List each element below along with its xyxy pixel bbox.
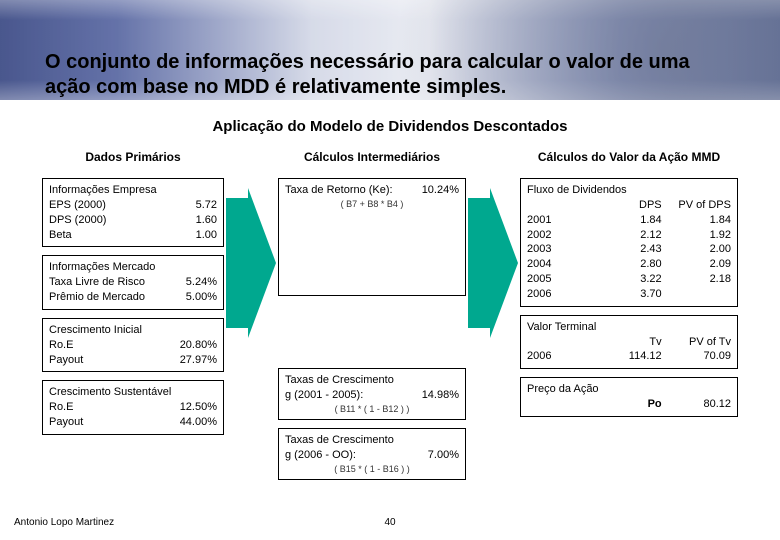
box-taxa-crescimento-1: Taxas de Crescimento g (2001 - 2005): 14… <box>278 368 466 420</box>
dps: 2.12 <box>592 228 661 243</box>
box-valor-terminal: Valor Terminal Tv PV of Tv 2006114.1270.… <box>520 315 738 370</box>
column-header: Cálculos do Valor da Ação MMD <box>520 150 738 164</box>
value: 1.60 <box>196 213 217 228</box>
value: 1.00 <box>196 228 217 243</box>
value: 12.50% <box>180 400 217 415</box>
label: Ro.E <box>49 338 73 353</box>
label: Taxa Livre de Risco <box>49 275 145 290</box>
pv: 2.00 <box>662 242 731 257</box>
formula: ( B15 * ( 1 - B16 ) ) <box>285 463 459 475</box>
year: 2006 <box>527 287 592 302</box>
label: g (2006 - OO): <box>285 448 356 463</box>
box-info-mercado: Informações Mercado Taxa Livre de Risco 5… <box>42 255 224 310</box>
dps: 2.43 <box>592 242 661 257</box>
label: Taxas de Crescimento <box>285 433 459 448</box>
formula: ( B7 + B8 * B4 ) <box>285 198 459 210</box>
box-crescimento-sustentavel: Crescimento Sustentável Ro.E 12.50% Payou… <box>42 380 224 435</box>
year: 2006 <box>527 349 592 364</box>
value: 44.00% <box>180 415 217 430</box>
box-title: Crescimento Sustentável <box>49 385 217 400</box>
footer-page: 40 <box>0 517 780 528</box>
tv: 114.12 <box>592 349 661 364</box>
dps: 2.80 <box>592 257 661 272</box>
label: Taxas de Crescimento <box>285 373 459 388</box>
box-title: Fluxo de Dividendos <box>527 183 731 198</box>
box-fluxo-dividendos: Fluxo de Dividendos DPS PV of DPS 20011.… <box>520 178 738 307</box>
label: EPS (2000) <box>49 198 106 213</box>
box-taxa-crescimento-2: Taxas de Crescimento g (2006 - OO): 7.00… <box>278 428 466 480</box>
label: Prêmio de Mercado <box>49 290 145 305</box>
label: Payout <box>49 415 83 430</box>
dps: 3.70 <box>592 287 661 302</box>
box-title: Preço da Ação <box>527 382 731 397</box>
col-head: PV of Tv <box>662 335 731 350</box>
arrow-2 <box>466 188 520 338</box>
box-info-empresa: Informações Empresa EPS (2000) 5.72 DPS (… <box>42 178 224 247</box>
col-head: Tv <box>592 335 661 350</box>
arrow-right-icon <box>468 188 518 338</box>
formula: ( B11 * ( 1 - B12 ) ) <box>285 403 459 415</box>
year: 2005 <box>527 272 592 287</box>
value: 7.00% <box>428 448 459 463</box>
pv: 70.09 <box>662 349 731 364</box>
col-head: DPS <box>592 198 661 213</box>
arrow-1 <box>224 188 278 338</box>
column-header: Cálculos Intermediários <box>278 150 466 164</box>
content-columns: Dados Primários Informações Empresa EPS … <box>42 150 738 480</box>
year: 2004 <box>527 257 592 272</box>
value: 80.12 <box>662 397 731 412</box>
value: 20.80% <box>180 338 217 353</box>
box-title: Valor Terminal <box>527 320 731 335</box>
box-title: Informações Mercado <box>49 260 217 275</box>
dps: 1.84 <box>592 213 661 228</box>
label: Taxa de Retorno (Ke): <box>285 183 393 198</box>
column-calculos-valor-acao: Cálculos do Valor da Ação MMD Fluxo de D… <box>520 150 738 417</box>
slide-title: O conjunto de informações necessário par… <box>45 50 735 100</box>
box-crescimento-inicial: Crescimento Inicial Ro.E 20.80% Payout 27.… <box>42 318 224 373</box>
pv: 1.84 <box>662 213 731 228</box>
slide-subtitle: Aplicação do Modelo de Dividendos Descon… <box>0 118 780 135</box>
value: 5.24% <box>186 275 217 290</box>
column-header: Dados Primários <box>42 150 224 164</box>
col-head: PV of DPS <box>662 198 731 213</box>
label: DPS (2000) <box>49 213 106 228</box>
year: 2002 <box>527 228 592 243</box>
value: 10.24% <box>422 183 459 198</box>
value: 27.97% <box>180 353 217 368</box>
pv: 1.92 <box>662 228 731 243</box>
label: Po <box>592 397 661 412</box>
label: g (2001 - 2005): <box>285 388 363 403</box>
year: 2003 <box>527 242 592 257</box>
value: 5.72 <box>196 198 217 213</box>
value: 14.98% <box>422 388 459 403</box>
box-preco-acao: Preço da Ação Po 80.12 <box>520 377 738 417</box>
pv <box>662 287 731 302</box>
box-title: Informações Empresa <box>49 183 217 198</box>
box-taxa-retorno: Taxa de Retorno (Ke): 10.24% ( B7 + B8 *… <box>278 178 466 296</box>
value: 5.00% <box>186 290 217 305</box>
box-title: Crescimento Inicial <box>49 323 217 338</box>
label: Beta <box>49 228 72 243</box>
arrow-right-icon <box>226 188 276 338</box>
dps: 3.22 <box>592 272 661 287</box>
pv: 2.18 <box>662 272 731 287</box>
column-dados-primarios: Dados Primários Informações Empresa EPS … <box>42 150 224 435</box>
year: 2001 <box>527 213 592 228</box>
label: Payout <box>49 353 83 368</box>
label: Ro.E <box>49 400 73 415</box>
column-calculos-intermediarios: Cálculos Intermediários Taxa de Retorno … <box>278 150 466 480</box>
pv: 2.09 <box>662 257 731 272</box>
